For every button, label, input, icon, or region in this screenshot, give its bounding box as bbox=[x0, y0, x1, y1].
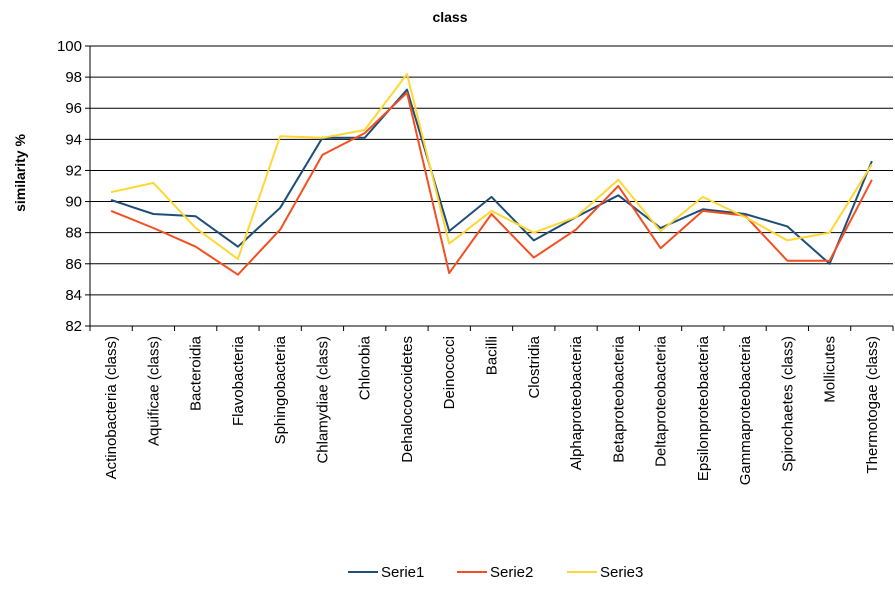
y-axis-label: similarity % bbox=[12, 134, 28, 212]
x-axis-ticks: Actinobacteria (class) Aquificae (class) B… bbox=[89, 326, 894, 485]
axes bbox=[89, 46, 893, 327]
x-tick-label: Bacilli bbox=[484, 336, 501, 375]
x-tick-label: Chlamydiae (class) bbox=[314, 336, 331, 464]
x-tick-label: Thermotogae (class) bbox=[864, 336, 881, 474]
y-tick-label: 90 bbox=[65, 194, 82, 211]
x-tick-label: Dehalococcoidetes bbox=[399, 336, 416, 463]
y-tick-label: 82 bbox=[65, 318, 82, 335]
x-tick-label: Flavobacteria bbox=[230, 335, 247, 426]
legend-label: Serie3 bbox=[600, 564, 643, 581]
x-tick-label: Chlorobia bbox=[357, 335, 374, 400]
legend-label: Serie1 bbox=[381, 564, 424, 581]
x-tick-label: Epsilonproteobacteria bbox=[695, 335, 712, 481]
x-tick-label: Bacteroidia bbox=[188, 335, 205, 411]
gridlines bbox=[90, 45, 893, 296]
x-tick-label: Actinobacteria (class) bbox=[103, 336, 120, 479]
chart-title: class bbox=[432, 9, 467, 25]
legend: Serie1 Serie2 Serie3 bbox=[348, 564, 643, 581]
y-axis-ticks: 82 84 86 88 90 92 94 96 98 100 bbox=[57, 38, 90, 335]
x-tick-label: Deinococci bbox=[441, 336, 458, 409]
y-tick-label: 92 bbox=[65, 162, 82, 179]
legend-label: Serie2 bbox=[490, 564, 533, 581]
x-tick-label: Sphingobacteria bbox=[272, 335, 289, 444]
y-tick-label: 100 bbox=[57, 38, 82, 55]
x-tick-label: Betaproteobacteria bbox=[610, 335, 627, 462]
y-tick-label: 96 bbox=[65, 100, 82, 117]
y-tick-label: 86 bbox=[65, 256, 82, 273]
x-tick-label: Aquificae (class) bbox=[145, 336, 162, 446]
x-tick-label: Gammaproteobacteria bbox=[737, 335, 754, 485]
series-line-serie2 bbox=[110, 91, 873, 276]
y-tick-label: 88 bbox=[65, 225, 82, 242]
x-tick-label: Alphaproteobacteria bbox=[568, 335, 585, 470]
x-tick-label: Deltaproteobacteria bbox=[653, 335, 670, 467]
y-tick-label: 98 bbox=[65, 69, 82, 86]
x-tick-label: Mollicutes bbox=[822, 336, 839, 403]
y-tick-label: 94 bbox=[65, 131, 82, 148]
series-line-serie3 bbox=[110, 73, 873, 261]
x-tick-label: Spirochaetes (class) bbox=[779, 336, 796, 472]
x-tick-label: Clostridia bbox=[526, 335, 543, 398]
y-tick-label: 84 bbox=[65, 287, 82, 304]
series-lines bbox=[110, 73, 873, 276]
series-line-serie1 bbox=[110, 88, 873, 265]
